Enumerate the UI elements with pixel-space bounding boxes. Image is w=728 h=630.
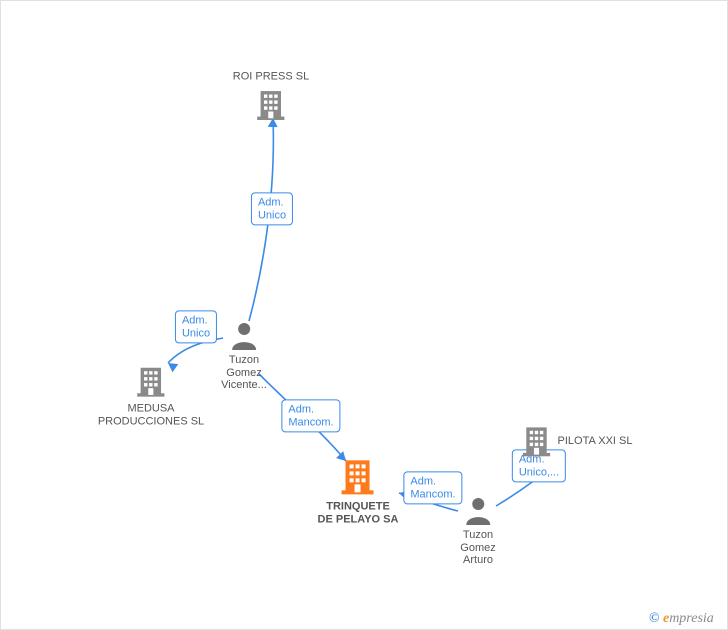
person-node[interactable]: Tuzon Gomez Vicente... bbox=[221, 320, 267, 392]
node-label: ROI PRESS SL bbox=[233, 71, 309, 84]
copyright-symbol: © bbox=[649, 611, 659, 626]
node-label: MEDUSA PRODUCCIONES SL bbox=[98, 402, 204, 427]
edge-label: Adm. Unico bbox=[251, 192, 293, 225]
person-node[interactable]: Tuzon Gomez Arturo bbox=[460, 495, 495, 567]
node-label: PILOTA XXI SL bbox=[558, 435, 633, 448]
node-label: TRINQUETE DE PELAYO SA bbox=[318, 500, 399, 525]
building-icon bbox=[318, 456, 399, 496]
building-icon bbox=[520, 424, 554, 458]
node-label: Tuzon Gomez Vicente... bbox=[221, 354, 267, 392]
building-icon bbox=[98, 364, 204, 398]
edges-layer bbox=[1, 1, 728, 630]
diagram-stage: Adm. Unico Adm. Unico Adm. Mancom. Adm. Man… bbox=[0, 0, 728, 630]
node-label: Tuzon Gomez Arturo bbox=[460, 529, 495, 567]
company-node[interactable]: ROI PRESS SL bbox=[233, 71, 309, 122]
edge-label: Adm. Unico bbox=[175, 310, 217, 343]
person-icon bbox=[460, 495, 495, 525]
company-node[interactable]: MEDUSA PRODUCCIONES SL bbox=[98, 364, 204, 427]
edge-label: Adm. Mancom. bbox=[403, 471, 462, 504]
company-node[interactable]: TRINQUETE DE PELAYO SA bbox=[318, 456, 399, 525]
person-icon bbox=[221, 320, 267, 350]
building-icon bbox=[233, 87, 309, 121]
watermark-text: mpresia bbox=[669, 611, 714, 626]
watermark: © empresia bbox=[649, 611, 714, 627]
company-node[interactable]: PILOTA XXI SL bbox=[520, 424, 633, 458]
edge-label: Adm. Mancom. bbox=[281, 399, 340, 432]
